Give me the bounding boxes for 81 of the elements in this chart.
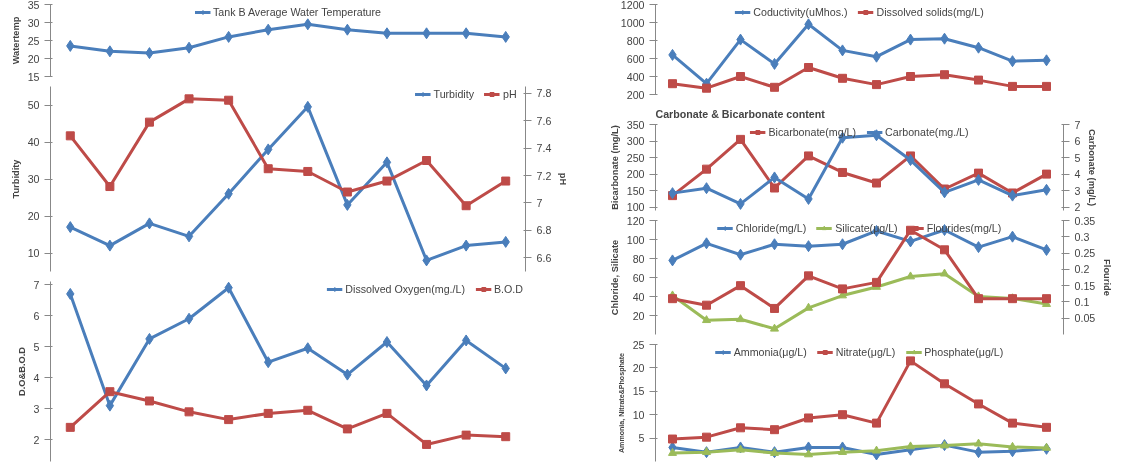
y2-axis-title: pH [558, 172, 569, 186]
y-tick-label: 6 [33, 309, 40, 322]
legend-label: Carbonate(mg./L) [885, 126, 969, 138]
y-tick-label: 80 [632, 252, 645, 265]
y-tick-label: 20 [27, 52, 40, 65]
legend-label: Bicarbonate(mg/L) [768, 126, 857, 138]
y2-tick-label: 0.05 [1074, 312, 1096, 325]
y-tick-label: 800 [626, 34, 645, 47]
y-tick-label: 40 [27, 136, 40, 148]
y-tick-label: 20 [632, 361, 645, 374]
legend-label: Coductivity(uMhos.) [753, 6, 848, 18]
y2-tick-label: 0.3 [1074, 230, 1090, 243]
y2-tick-label: 7.2 [536, 169, 552, 182]
y2-tick-label: 0.35 [1074, 214, 1096, 227]
y-tick-label: 4 [33, 371, 40, 384]
y2-tick-label: 7 [1074, 118, 1081, 131]
y2-axis-title: Flouride [1102, 259, 1113, 296]
y-tick-label: 60 [632, 271, 645, 284]
y2-tick-label: 7 [536, 196, 543, 209]
y2-tick-label: 7.6 [536, 114, 552, 127]
y-tick-label: 600 [626, 52, 645, 65]
y2-tick-label: 7.8 [536, 87, 552, 100]
y2-tick-label: 2 [1074, 201, 1081, 214]
y-tick-label: 120 [626, 214, 645, 227]
y2-tick-label: 4 [1074, 168, 1081, 181]
y-tick-label: 150 [626, 184, 645, 197]
y-tick-label: 40 [632, 290, 645, 303]
legend-label: pH [503, 88, 518, 100]
y2-tick-label: 6 [1074, 135, 1081, 148]
chart-title: Carbonate & Bicarbonate content [655, 107, 826, 120]
y-tick-label: 7 [33, 278, 40, 291]
y-tick-label: 5 [33, 340, 40, 353]
y-tick-label: 200 [626, 88, 645, 101]
y-tick-label: 10 [632, 408, 645, 421]
y-tick-label: 25 [632, 338, 645, 351]
y2-axis-title: Carbonate (mg/L) [1087, 128, 1098, 207]
y-tick-label: 3 [33, 402, 40, 415]
legend-label: Nitrate(μg/L) [835, 346, 896, 358]
y-tick-label: 350 [626, 118, 645, 131]
y-tick-label: 1000 [620, 16, 645, 29]
y-axis-title: Watertemp [10, 16, 21, 65]
legend-label: Dissolved Oxygen(mg./L) [345, 283, 465, 295]
y2-tick-label: 0.1 [1074, 295, 1090, 308]
legend-label: Phosphate(μg/L) [924, 346, 1004, 358]
y2-tick-label: 3 [1074, 184, 1081, 197]
y-tick-label: 200 [626, 168, 645, 181]
y2-tick-label: 0.25 [1074, 247, 1096, 260]
y-tick-label: 100 [626, 201, 645, 214]
y-tick-label: 25 [27, 34, 40, 47]
y-axis-title: Chloride, Silicate [609, 239, 620, 316]
y-tick-label: 400 [626, 70, 645, 83]
y-tick-label: 35 [27, 0, 40, 11]
y-axis-title: D.O&B.O.D [16, 346, 27, 397]
y2-tick-label: 6.6 [536, 251, 552, 264]
legend-label: Tank B Average Water Temperature [212, 6, 382, 18]
y2-tick-label: 7.4 [536, 142, 552, 155]
y-tick-label: 1200 [620, 0, 645, 11]
y2-tick-label: 0.15 [1074, 279, 1096, 292]
y2-tick-label: 0.2 [1074, 263, 1090, 276]
y-tick-label: 30 [27, 173, 40, 185]
legend-label: B.O.D [493, 283, 523, 295]
y-axis-title: Bicarbonate (mg/L) [609, 125, 620, 210]
legend-label: Chloride(mg/L) [735, 222, 807, 234]
legend-label: Ammonia(μg/L) [733, 346, 807, 358]
y-tick-label: 5 [638, 432, 645, 445]
y-tick-label: 15 [632, 385, 645, 398]
y-tick-label: 20 [27, 210, 40, 222]
y-tick-label: 50 [27, 99, 40, 111]
y-tick-label: 15 [27, 70, 40, 83]
y-tick-label: 100 [626, 233, 645, 246]
y2-tick-label: 6.8 [536, 224, 552, 237]
y2-tick-label: 5 [1074, 151, 1081, 164]
y-tick-label: 10 [27, 247, 40, 259]
y-tick-label: 30 [27, 16, 40, 29]
y-tick-label: 2 [33, 433, 40, 446]
y-axis-title: Turbidity [10, 158, 21, 199]
legend-label: Turbidity [433, 88, 474, 100]
y-tick-label: 250 [626, 151, 645, 164]
y-tick-label: 20 [632, 309, 645, 322]
y-tick-label: 300 [626, 135, 645, 148]
legend-label: Dissolved solids(mg/L) [876, 6, 984, 18]
